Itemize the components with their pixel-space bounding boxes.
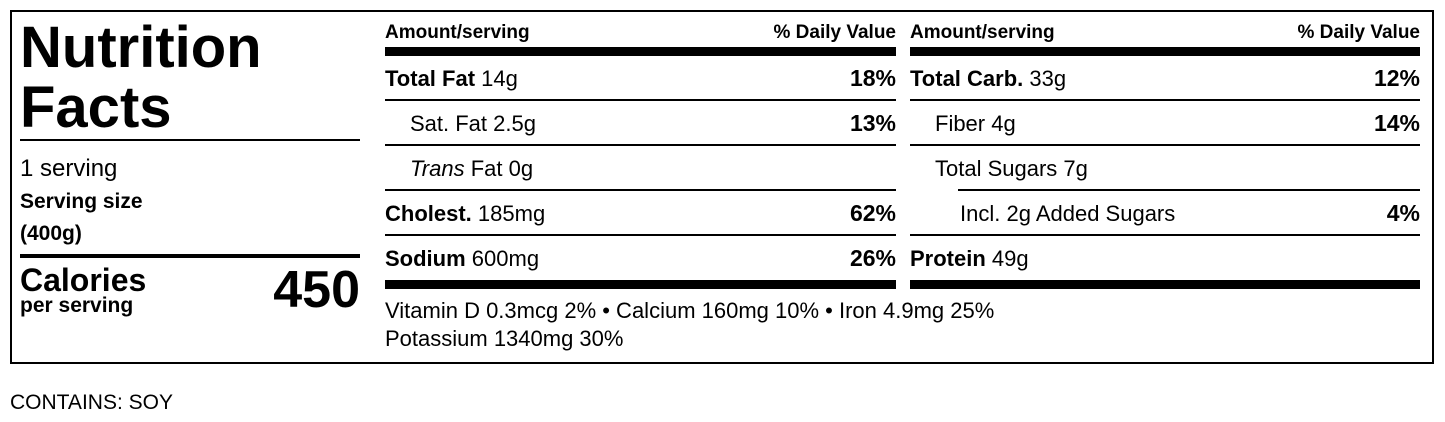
header-bar [910, 47, 1420, 56]
nutrient-dv: 13% [849, 110, 896, 136]
nutrient-name: Sodium [385, 246, 466, 271]
nutrient-row: Protein 49g [910, 236, 1420, 281]
nutrient-amount: 185mg [477, 201, 546, 226]
bottom-bar [385, 280, 896, 289]
nutrient-amount: Fat 0g [470, 156, 534, 181]
allergen-statement: CONTAINS: SOY [10, 391, 173, 414]
nutrient-name: Total Fat [385, 66, 476, 91]
nutrient-name: Incl. 2g Added Sugars [960, 201, 1176, 226]
vitamins-minerals: Vitamin D 0.3mcg 2% • Calcium 160mg 10% … [385, 297, 994, 353]
amount-header: Amount/serving [910, 22, 1055, 43]
column-header: Amount/serving % Daily Value [910, 22, 1420, 46]
vitamins-line-2: Potassium 1340mg 30% [385, 326, 624, 351]
serving-size-value: (400g) [20, 222, 82, 245]
nutrient-row: Total Sugars 7g [910, 146, 1420, 189]
calories-label: Calories [20, 262, 147, 298]
nutrient-row: Cholest. 185mg 62% [385, 191, 896, 236]
nutrient-dv: 18% [849, 65, 896, 91]
nutrient-amount: 33g [1029, 66, 1067, 91]
nutrient-name: Total Carb. [910, 66, 1024, 91]
serving-size-label: Serving size [20, 190, 143, 213]
bottom-bar [910, 280, 1420, 289]
nutrient-name: Fiber [935, 111, 986, 136]
divider-thick [20, 254, 360, 258]
nutrient-row: Total Fat 14g 18% [385, 56, 896, 101]
nutrient-dv: 14% [1373, 110, 1420, 136]
nutrient-amount: 49g [991, 246, 1029, 271]
nutrient-dv: 26% [849, 245, 896, 271]
nutrient-row: Fiber 4g 14% [910, 101, 1420, 146]
nutrient-name: Trans [410, 156, 465, 181]
nutrient-dv: 62% [849, 200, 896, 226]
vitamins-line-1: Vitamin D 0.3mcg 2% • Calcium 160mg 10% … [385, 298, 995, 323]
nutrient-dv: 12% [1373, 65, 1420, 91]
nutrient-row: Sodium 600mg 26% [385, 236, 896, 281]
nutrient-amount: 4g [991, 111, 1016, 136]
servings: 1 serving [20, 155, 118, 182]
nutrient-name: Total Sugars [935, 156, 1058, 181]
label-title: Nutrition Facts [20, 15, 262, 140]
nutrient-dv: 4% [1386, 200, 1420, 226]
amount-header: Amount/serving [385, 22, 530, 43]
column-header: Amount/serving % Daily Value [385, 22, 896, 46]
nutrient-amount: 14g [481, 66, 518, 91]
nutrition-label [10, 10, 1434, 364]
nutrient-name: Sat. Fat [410, 111, 488, 136]
nutrient-row: Total Carb. 33g 12% [910, 56, 1420, 101]
nutrient-amount: 600mg [471, 246, 540, 271]
nutrient-name: Cholest. [385, 201, 472, 226]
title-line-1: Nutrition [20, 15, 262, 80]
calories-value: 450 [273, 261, 360, 319]
nutrient-amount: 7g [1063, 156, 1088, 181]
nutrient-name: Protein [910, 246, 986, 271]
title-line-2: Facts [20, 75, 172, 140]
divider [958, 189, 1420, 191]
nutrient-row: Incl. 2g Added Sugars 4% [910, 191, 1420, 236]
calories-sub: per serving [20, 294, 134, 317]
nutrient-row: Trans Fat 0g [385, 146, 896, 191]
nutrient-row: Sat. Fat 2.5g 13% [385, 101, 896, 146]
divider [20, 139, 360, 141]
dv-header: % Daily Value [1297, 22, 1420, 43]
dv-header: % Daily Value [773, 22, 896, 43]
nutrient-amount: 2.5g [493, 111, 536, 136]
header-bar [385, 47, 896, 56]
